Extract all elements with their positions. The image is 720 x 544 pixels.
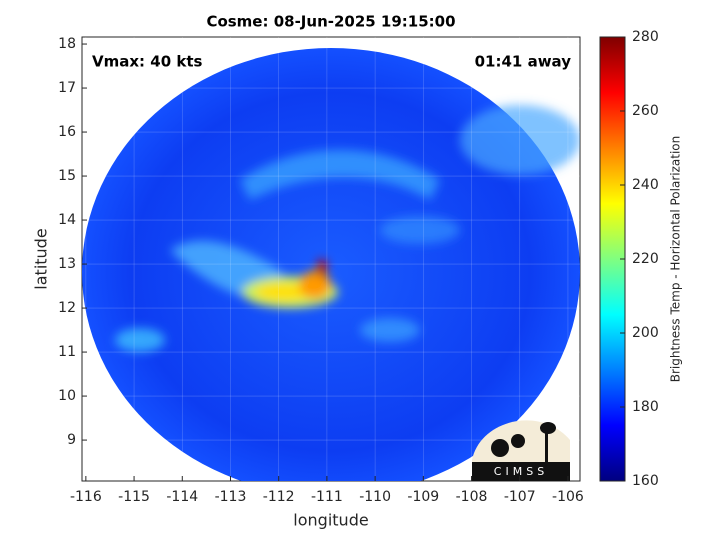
y-tick-label: 14 <box>58 212 76 228</box>
colorbar-tick-label: 240 <box>632 177 659 193</box>
annotation: 01:41 away <box>475 53 572 71</box>
y-tick-label: 13 <box>58 256 76 272</box>
x-tick-label: -108 <box>456 489 488 505</box>
y-tick-label: 18 <box>58 36 76 52</box>
x-tick-label: -110 <box>359 489 391 505</box>
x-tick-label: -113 <box>215 489 247 505</box>
x-tick-label: -115 <box>118 489 150 505</box>
x-tick-label: -106 <box>552 489 584 505</box>
colorbar-tick-label: 220 <box>632 251 659 267</box>
y-tick-label: 9 <box>67 432 76 448</box>
y-tick-label: 16 <box>58 124 76 140</box>
annotation: Vmax: 40 kts <box>92 53 202 71</box>
y-tick-label: 15 <box>58 168 76 184</box>
y-tick-label: 12 <box>58 300 76 316</box>
chart-title: Cosme: 08-Jun-2025 19:15:00 <box>206 13 455 31</box>
y-tick-label: 11 <box>58 344 76 360</box>
y-axis-label: latitude <box>32 228 51 289</box>
satellite-image <box>82 48 580 481</box>
x-tick-label: -112 <box>263 489 295 505</box>
x-axis-label: longitude <box>293 511 368 530</box>
y-tick-label: 10 <box>58 388 76 404</box>
colorbar-label: Brightness Temp - Horizontal Polarizatio… <box>669 136 683 383</box>
colorbar-tick-label: 180 <box>632 399 659 415</box>
x-tick-label: -111 <box>311 489 343 505</box>
colorbar-tick-label: 280 <box>632 29 659 45</box>
x-tick-label: -107 <box>504 489 536 505</box>
x-tick-label: -109 <box>407 489 439 505</box>
x-tick-label: -114 <box>166 489 198 505</box>
logo-text: CIMSS <box>494 465 548 478</box>
y-tick-label: 17 <box>58 80 76 96</box>
colorbar-tick-label: 160 <box>632 473 659 489</box>
logo: CIMSS <box>472 420 570 481</box>
x-tick-label: -116 <box>70 489 102 505</box>
colorbar-tick-label: 200 <box>632 325 659 341</box>
colorbar-tick-label: 260 <box>632 103 659 119</box>
